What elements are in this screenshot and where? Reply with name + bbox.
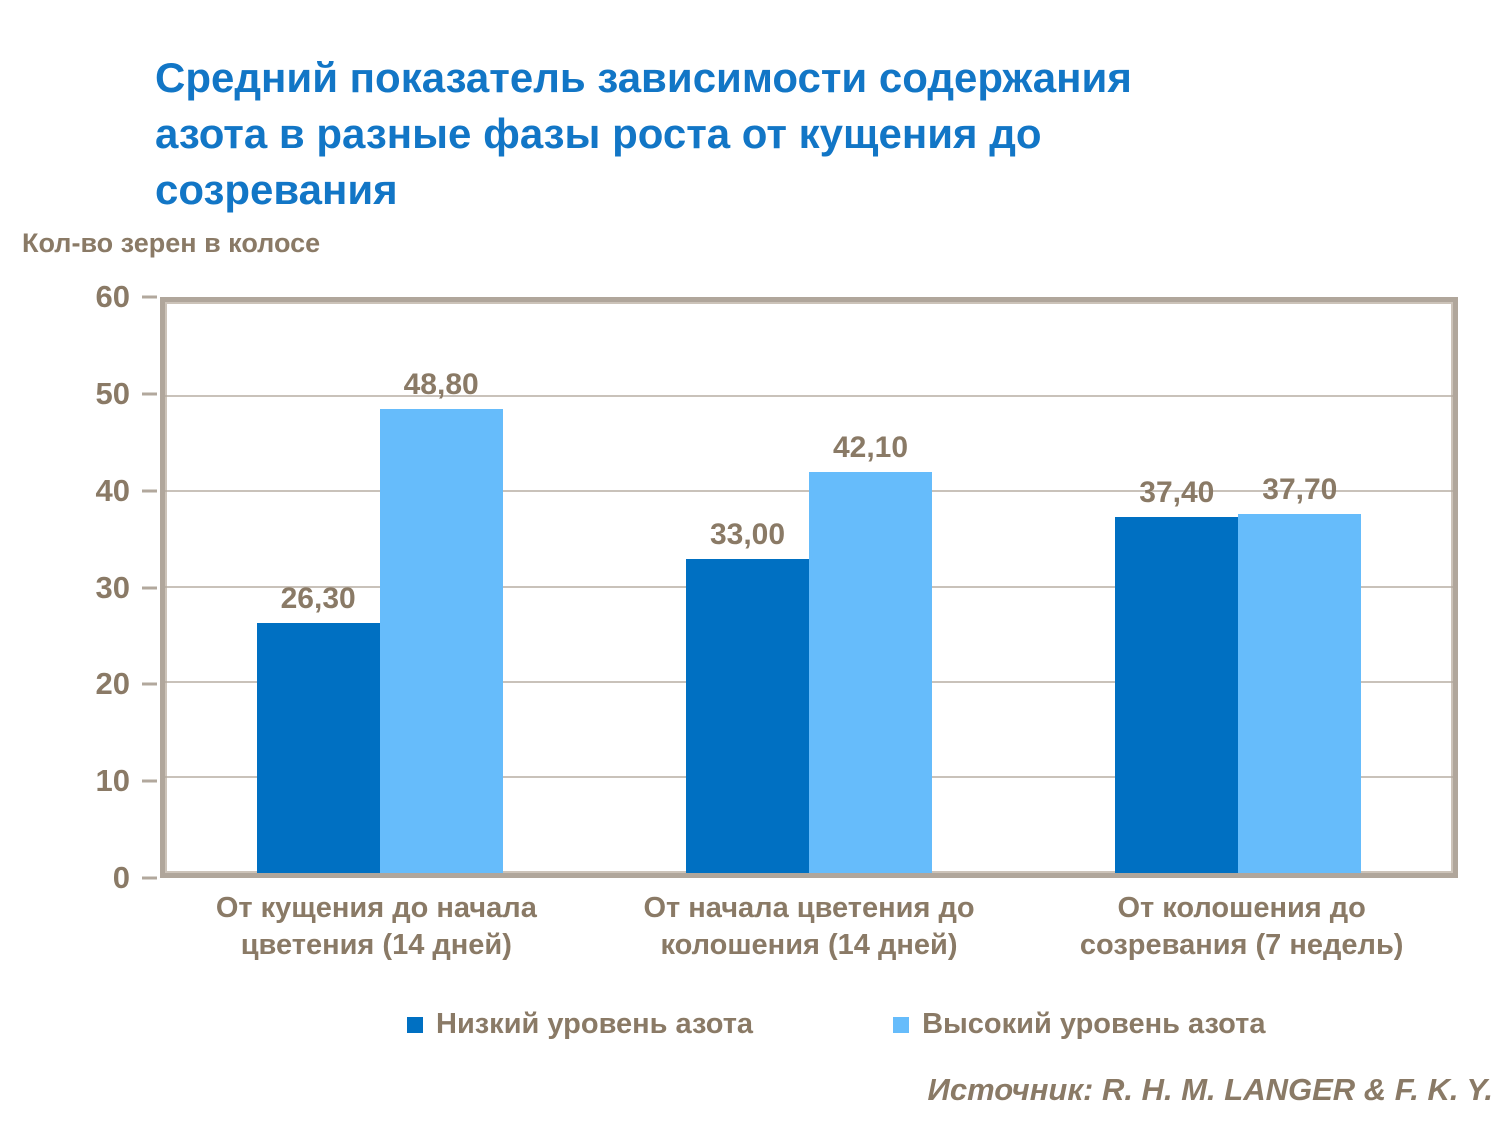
y-tick-label: 30 [95,569,130,605]
legend-label: Высокий уровень азота [922,1008,1266,1040]
y-tick-label: 60 [95,279,130,314]
source-credit: Источник: R. H. M. LANGER & F. K. Y. [927,1072,1493,1107]
y-tick-label: 10 [95,763,130,799]
category-label: От начала цветения до колошения (14 дней) [593,890,1026,964]
y-tick-label: 50 [95,375,130,411]
legend-entry: Низкий уровень азота [407,1008,753,1041]
bar-group: 33,00 42,10 [594,302,1023,873]
y-tick-label: 0 [112,860,130,895]
category-label: От кущения до начала цветения (14 дней) [160,890,593,964]
chart-title-line: азота в разные фазы роста от кущения до [155,110,1042,157]
bar-high-nitrogen: 48,80 [379,368,503,873]
y-axis: 0 10 20 30 40 50 60 [0,279,160,895]
legend: Низкий уровень азота Высокий уровень азот… [407,1008,1266,1041]
y-tick-mark [142,876,157,880]
legend-label: Низкий уровень азота [436,1008,754,1040]
bar-groups: 26,30 48,80 33,00 42,10 37,40 37,70 [165,302,1453,873]
bar-high-nitrogen: 37,70 [1238,473,1362,873]
legend-swatch-high-nitrogen [893,1016,910,1033]
bar-low-nitrogen: 26,30 [256,582,380,873]
bar-low-nitrogen: 37,40 [1115,476,1239,873]
y-tick-mark [142,586,157,589]
bar-value-label: 33,00 [709,517,786,551]
bar-group: 37,40 37,70 [1024,302,1453,873]
chart-title: Средний показатель зависимости содержани… [155,50,1132,218]
category-label-line: От колошения до [1117,892,1366,924]
y-tick-label: 40 [95,472,130,508]
y-tick-mark [142,682,157,686]
bar-value-label: 37,40 [1139,476,1215,510]
x-axis-labels: От кущения до начала цветения (14 дней) От… [160,890,1458,964]
bar-value-label: 42,10 [832,431,909,465]
chart-title-line: созревания [155,166,398,213]
gridline [165,395,1453,398]
category-label-line: созревания (7 недель) [1079,929,1404,961]
y-tick-mark [142,779,157,783]
plot-area: 26,30 48,80 33,00 42,10 37,40 37,70 [160,297,1458,878]
y-tick-mark [142,295,157,299]
category-label-line: колошения (14 дней) [660,929,958,961]
y-tick-mark [142,489,157,493]
bar-value-label: 48,80 [403,367,479,401]
bar-group: 26,30 48,80 [165,302,594,873]
legend-swatch-low-nitrogen [407,1016,423,1033]
y-axis-title: Кол-во зерен в колосе [22,228,321,258]
bar-high-nitrogen: 42,10 [808,431,932,873]
bar-value-label: 37,70 [1262,473,1338,507]
legend-entry: Высокий уровень азота [893,1008,1266,1041]
category-label-line: От начала цветения до [643,892,975,924]
category-label-line: цветения (14 дней) [240,929,512,961]
bar-value-label: 26,30 [280,581,356,615]
category-label: От колошения до созревания (7 недель) [1025,890,1458,964]
chart-title-line: Средний показатель зависимости содержани… [155,54,1132,101]
category-label-line: От кущения до начала [215,892,537,924]
y-tick-label: 20 [95,666,130,702]
bar-low-nitrogen: 33,00 [685,518,809,873]
y-tick-mark [142,392,157,396]
